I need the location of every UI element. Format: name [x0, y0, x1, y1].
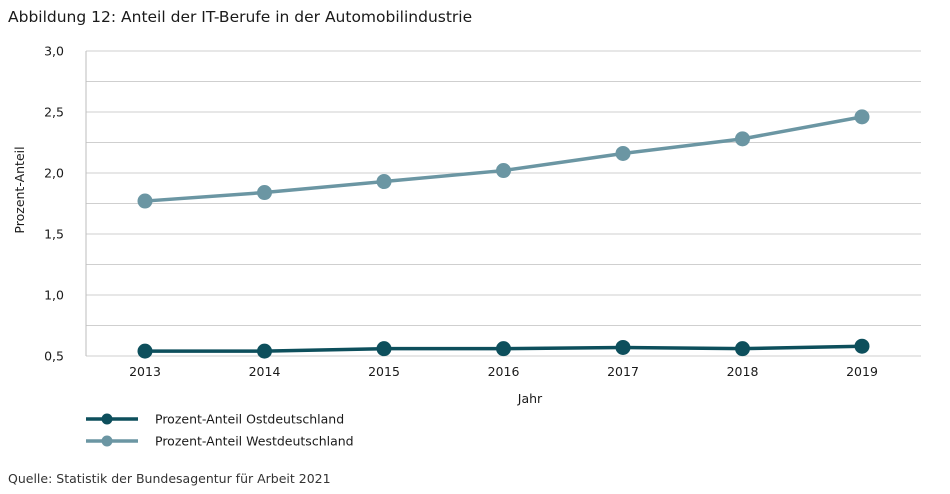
- data-point: [257, 343, 272, 359]
- x-axis-label: Jahr: [517, 391, 543, 406]
- data-point: [376, 341, 392, 357]
- x-tick-label: 2015: [368, 364, 400, 379]
- y-tick-label: 1,5: [44, 227, 64, 242]
- data-point: [735, 131, 750, 147]
- x-tick-label: 2016: [488, 364, 520, 379]
- data-point: [615, 339, 631, 355]
- y-tick-label: 0,5: [44, 349, 64, 364]
- y-tick-label: 1,0: [44, 288, 64, 303]
- x-tick-label: 2019: [846, 364, 878, 379]
- x-tick-label: 2017: [607, 364, 639, 379]
- data-point: [137, 343, 153, 359]
- legend-marker: [101, 413, 113, 425]
- legend-label: Prozent-Anteil Westdeutschland: [155, 434, 354, 449]
- data-point: [615, 145, 631, 161]
- y-tick-label: 3,0: [44, 44, 64, 59]
- y-axis-ticks: 0,5 1,0 1,5 2,0 2,5 3,0: [44, 44, 64, 364]
- x-tick-label: 2018: [727, 364, 759, 379]
- legend-marker: [101, 435, 113, 447]
- data-point: [735, 341, 750, 357]
- y-tick-label: 2,0: [44, 166, 64, 181]
- series-group: [137, 109, 870, 359]
- y-tick-label: 2,5: [44, 105, 64, 120]
- data-point: [496, 163, 511, 179]
- legend-label: Prozent-Anteil Ostdeutschland: [155, 412, 344, 427]
- data-point: [854, 338, 870, 354]
- gridlines: [85, 50, 921, 357]
- x-tick-label: 2013: [129, 364, 161, 379]
- data-point: [257, 185, 272, 201]
- series-line-westdeutschland: [144, 115, 863, 203]
- legend: Prozent-Anteil Ostdeutschland Prozent-Ant…: [86, 412, 354, 449]
- chart-title: Abbildung 12: Anteil der IT-Berufe in de…: [8, 8, 473, 26]
- data-point: [376, 174, 392, 190]
- source-note: Quelle: Statistik der Bundesagentur für …: [8, 471, 331, 486]
- data-point: [496, 341, 511, 357]
- x-tick-label: 2014: [249, 364, 281, 379]
- data-point: [854, 109, 870, 125]
- x-axis-ticks: 2013 2014 2015 2016 2017 2018 2019: [129, 364, 878, 379]
- y-axis-label: Prozent-Anteil: [12, 146, 27, 233]
- data-point: [137, 193, 153, 209]
